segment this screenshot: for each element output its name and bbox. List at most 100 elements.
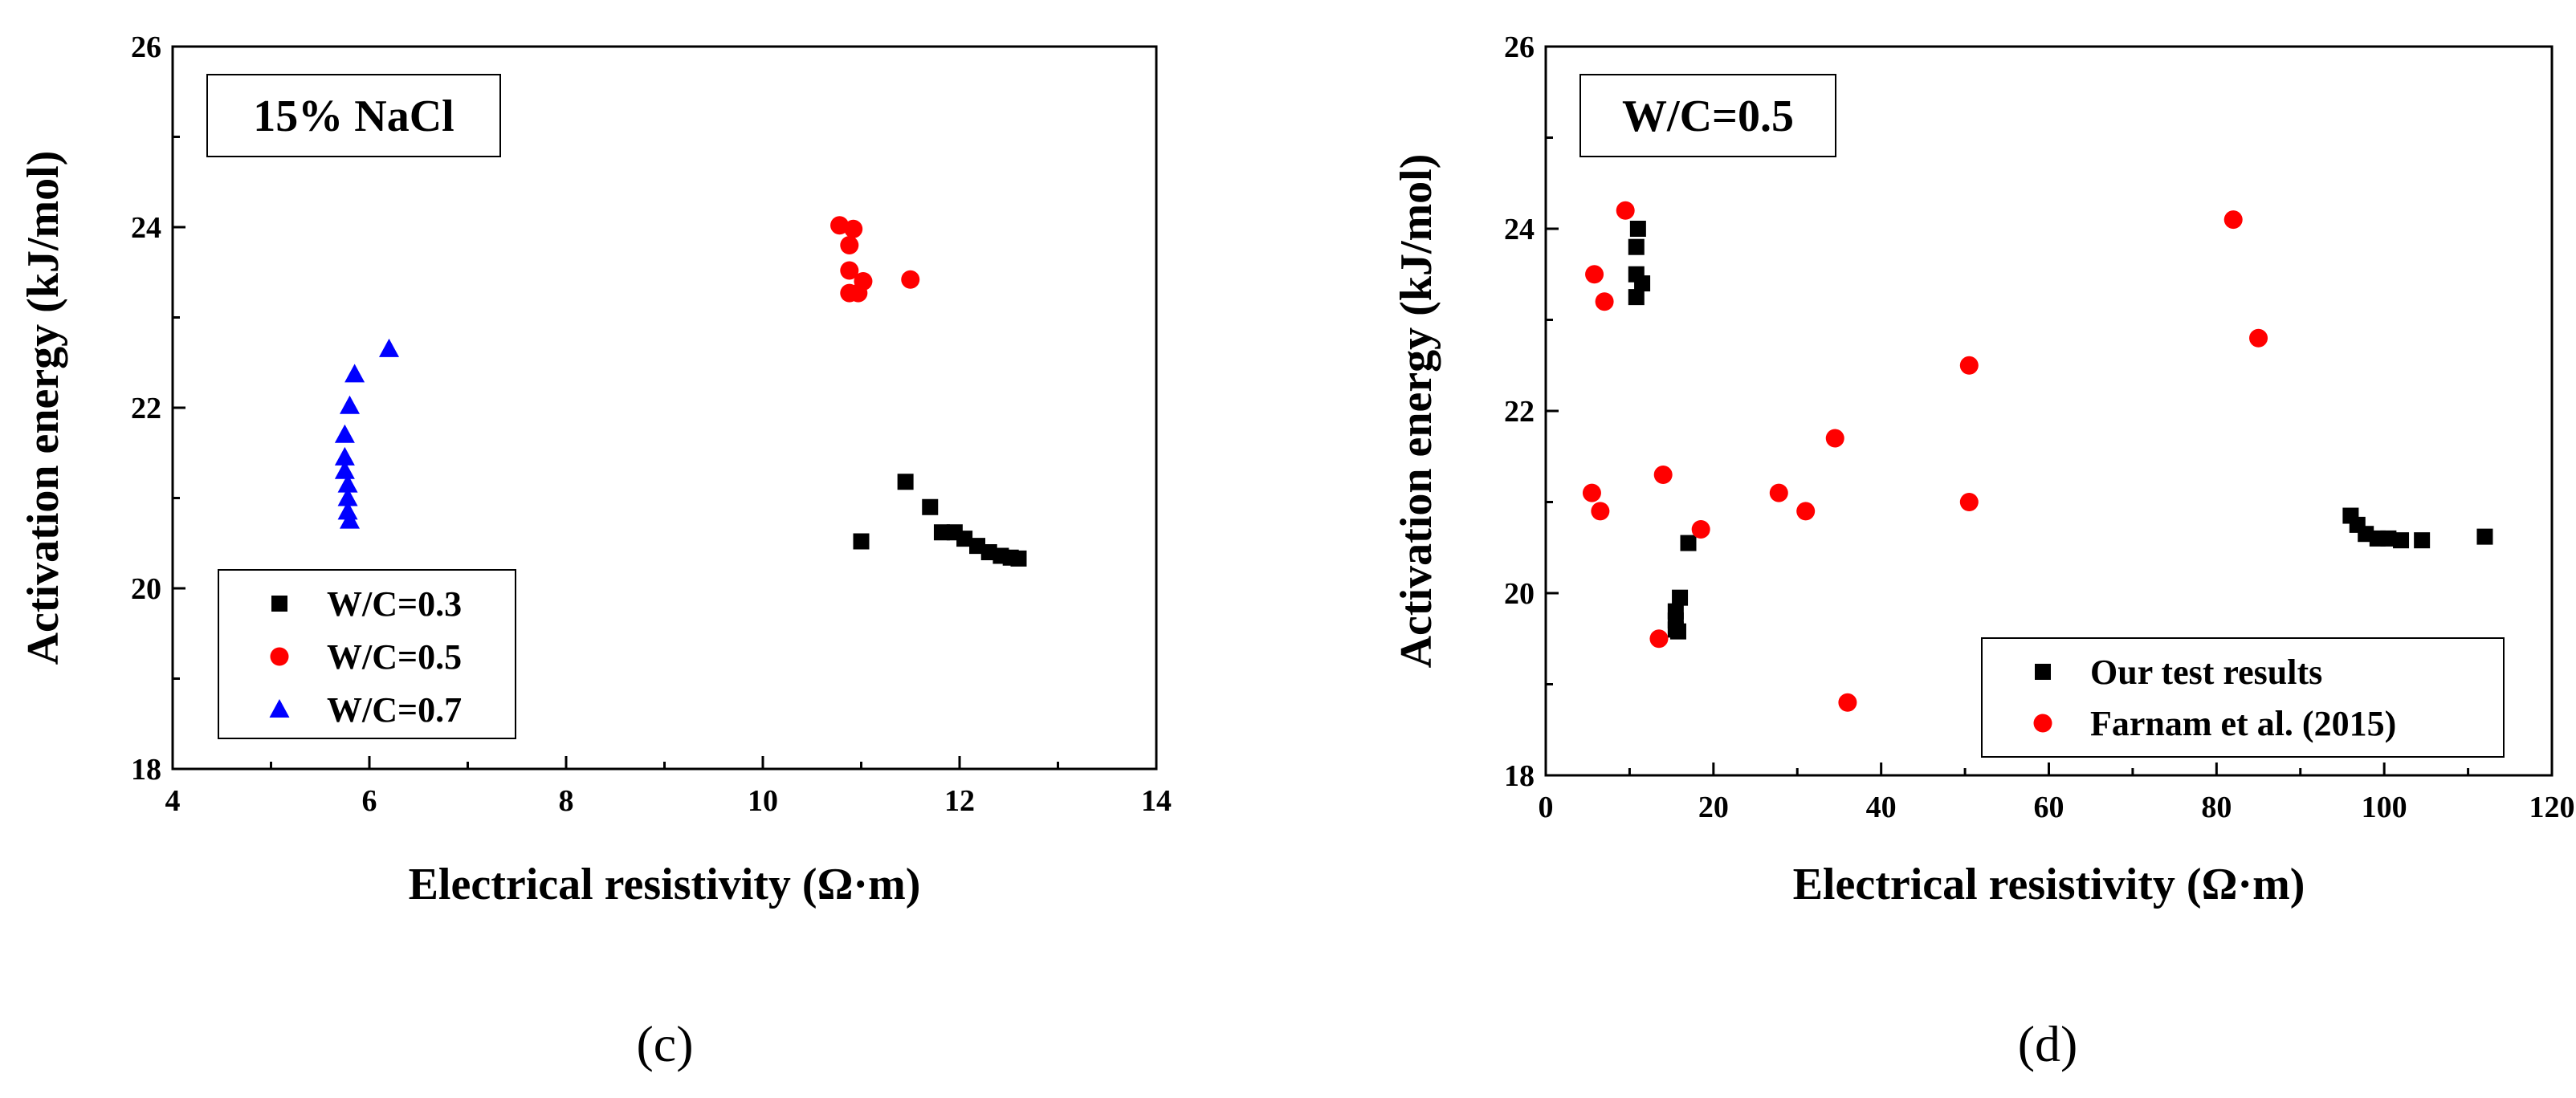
- chart-panel-c: 4 6 8 10 12 14 18 20 22 24 26 Electrical resistivit…: [18, 31, 1172, 1072]
- data-point: [1691, 520, 1710, 539]
- annotation-label: W/C=0.5: [1622, 92, 1794, 141]
- data-point: [1649, 629, 1669, 649]
- series-1: [1582, 201, 2268, 712]
- x-tick-label: 8: [559, 784, 574, 818]
- data-point: [1629, 221, 1646, 237]
- data-point: [1680, 535, 1697, 551]
- annotation-label: 15% NaCl: [253, 92, 454, 141]
- series-1: [830, 216, 920, 303]
- y-axis-label: Activation energy (kJ/mol): [18, 151, 68, 665]
- legend-marker: [271, 596, 287, 612]
- legend-box: [1981, 637, 2505, 758]
- data-point: [1585, 265, 1604, 284]
- data-point: [1653, 465, 1673, 484]
- data-point: [1616, 201, 1635, 220]
- legend-marker: [270, 647, 289, 666]
- panel-caption: (c): [636, 1015, 693, 1072]
- x-tick-label: 80: [2201, 791, 2232, 824]
- data-point: [340, 510, 360, 529]
- series-2: [334, 338, 399, 529]
- x-axis-label: Electrical resistivity (Ω·m): [1793, 860, 2305, 909]
- data-point: [334, 424, 355, 443]
- legend-marker: [269, 699, 290, 718]
- data-point: [1769, 483, 1788, 502]
- data-point: [1628, 238, 1645, 255]
- data-point: [1825, 429, 1844, 448]
- data-point: [933, 524, 950, 541]
- data-point: [2249, 328, 2268, 348]
- y-tick-label: 22: [1504, 395, 1535, 429]
- data-point: [340, 395, 360, 414]
- y-tick-label: 18: [1504, 759, 1535, 793]
- x-tick-label: 10: [748, 784, 778, 818]
- data-point: [897, 474, 914, 490]
- data-point: [337, 474, 358, 493]
- data-point: [2380, 530, 2397, 547]
- data-point: [2414, 532, 2431, 549]
- data-point: [853, 533, 870, 550]
- x-tick-label: 60: [2034, 791, 2064, 824]
- legend-label: Our test results: [2090, 653, 2322, 692]
- x-tick-label: 12: [944, 784, 975, 818]
- legend-box: [218, 569, 516, 739]
- y-tick-label: 18: [131, 753, 161, 787]
- x-tick-label: 4: [165, 784, 181, 818]
- x-tick-label: 0: [1539, 791, 1554, 824]
- legend-label: W/C=0.3: [327, 584, 462, 624]
- data-point: [379, 338, 399, 357]
- data-point: [922, 498, 939, 515]
- y-tick-label: 20: [131, 572, 161, 606]
- data-point: [1591, 502, 1610, 521]
- data-point: [1634, 275, 1651, 292]
- legend-label: W/C=0.5: [327, 637, 462, 677]
- data-point: [1959, 356, 1979, 375]
- data-point: [334, 460, 355, 479]
- y-tick-label: 22: [131, 392, 161, 425]
- data-point: [840, 261, 859, 280]
- series-0: [853, 474, 1027, 567]
- data-point: [844, 219, 863, 238]
- data-point: [1010, 550, 1027, 567]
- x-tick-label: 6: [362, 784, 377, 818]
- x-tick-label: 14: [1141, 784, 1172, 818]
- data-point: [2223, 210, 2243, 230]
- data-point: [1796, 502, 1816, 521]
- y-tick-label: 26: [1504, 31, 1535, 64]
- legend-label: Farnam et al. (2015): [2090, 704, 2396, 743]
- data-point: [337, 487, 358, 506]
- data-point: [1582, 483, 1601, 502]
- data-point: [344, 364, 365, 383]
- legend-marker: [2033, 714, 2052, 733]
- x-tick-label: 20: [1698, 791, 1729, 824]
- data-point: [1669, 623, 1686, 640]
- legend-label: W/C=0.7: [327, 690, 462, 730]
- x-tick-label: 40: [1866, 791, 1897, 824]
- data-point: [1959, 493, 1979, 511]
- data-point: [337, 501, 358, 520]
- legend-marker: [2035, 664, 2051, 680]
- data-point: [334, 446, 355, 466]
- annotation-box: [206, 74, 501, 157]
- data-point: [840, 236, 859, 254]
- chart-panel-d: 0 20 40 60 80 100 120 18 20 22 24 26 Electrical resi…: [1392, 31, 2575, 1072]
- data-point: [1628, 289, 1645, 306]
- panel-caption: (d): [2018, 1015, 2078, 1072]
- series-0: [1628, 221, 2493, 640]
- data-point: [1672, 589, 1689, 606]
- y-axis-label: Activation energy (kJ/mol): [1392, 154, 1441, 669]
- annotation-box: [1579, 74, 1836, 157]
- data-point: [901, 270, 920, 289]
- x-axis-label: Electrical resistivity (Ω·m): [409, 860, 921, 909]
- x-tick-label: 120: [2529, 791, 2575, 824]
- data-point: [2476, 528, 2493, 545]
- data-point: [1838, 693, 1857, 712]
- x-tick-label: 100: [2362, 791, 2407, 824]
- y-tick-label: 24: [1504, 213, 1535, 246]
- data-point: [956, 531, 973, 547]
- data-point: [849, 283, 868, 303]
- data-point: [2393, 532, 2410, 549]
- y-tick-label: 26: [131, 31, 161, 64]
- y-tick-label: 20: [1504, 577, 1535, 611]
- data-point: [1595, 292, 1614, 311]
